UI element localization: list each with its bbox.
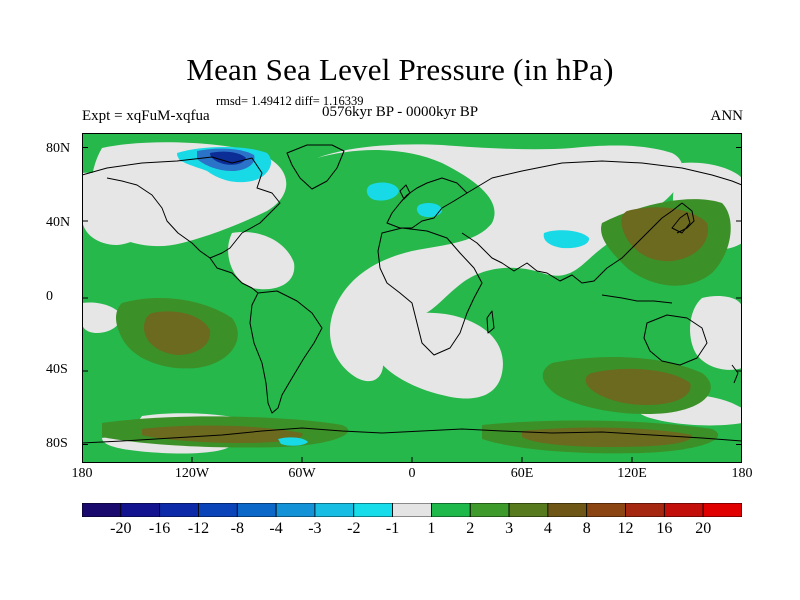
colorbar-swatch (236, 503, 277, 517)
colorbar-label: -4 (269, 520, 283, 537)
colorbar-swatch (198, 503, 238, 517)
colorbar-swatch (663, 503, 704, 517)
colorbar-swatch (353, 503, 393, 517)
colorbar-label: -2 (347, 520, 361, 537)
lat-tick-40s: 40S (46, 362, 68, 377)
lon-tick-60w: 60W (288, 466, 316, 481)
colorbar-swatch (392, 503, 432, 517)
colorbar-swatch (275, 503, 316, 517)
colorbar-label: 16 (656, 520, 673, 537)
colorbar-swatch (508, 503, 549, 517)
experiment-label: Expt = xqFuM-xqfua (82, 108, 210, 124)
colorbar-swatch (702, 503, 742, 517)
period-label: 0576kyr BP - 0000kyr BP (322, 104, 479, 120)
colorbar-label: 2 (466, 520, 475, 537)
colorbar-label: 20 (695, 520, 712, 537)
colorbar-swatch (314, 503, 355, 517)
colorbar-swatch (82, 503, 122, 517)
colorbar (82, 503, 742, 517)
colorbar-label: 1 (427, 520, 436, 537)
colorbar-swatch (469, 503, 510, 517)
lon-tick-120w: 120W (174, 466, 210, 481)
lat-tick-80n: 80N (46, 141, 71, 156)
pressure-map (81, 133, 743, 463)
lon-tick-120e: 120E (617, 466, 647, 481)
lon-tick-180e: 180 (731, 466, 753, 481)
coastlines (81, 144, 743, 444)
plot-title: Mean Sea Level Pressure (in hPa) (186, 52, 614, 87)
colorbar-label: -12 (187, 520, 210, 537)
statistics-line: rmsd= 1.49412 diff= 1.16339 (216, 94, 364, 108)
axis-ticks (82, 147, 742, 463)
lat-tick-40n: 40N (46, 215, 71, 230)
map-svg (81, 133, 743, 463)
colorbar-swatch (586, 503, 626, 517)
colorbar-label: 12 (617, 520, 634, 537)
colorbar-label: 4 (543, 520, 552, 537)
season-label: ANN (710, 108, 744, 124)
colorbar-swatch (625, 503, 665, 517)
colorbar-swatch (120, 503, 161, 517)
lat-tick-0: 0 (46, 289, 53, 304)
colorbar-swatch (547, 503, 588, 517)
colorbar-label: -3 (308, 520, 322, 537)
colorbar-label: -8 (230, 520, 244, 537)
lon-tick-60e: 60E (510, 466, 534, 481)
colorbar-label: 3 (505, 520, 514, 537)
lon-tick-0: 0 (408, 466, 416, 481)
colorbar-swatch (431, 503, 471, 517)
colorbar-label: -16 (148, 520, 171, 537)
colorbar-label: 8 (582, 520, 591, 537)
colorbar-swatch (159, 503, 199, 517)
lat-tick-80s: 80S (46, 436, 68, 451)
colorbar-label: -20 (110, 520, 132, 537)
colorbar-label: -1 (385, 520, 400, 537)
lon-tick-180w: 180 (71, 466, 93, 481)
